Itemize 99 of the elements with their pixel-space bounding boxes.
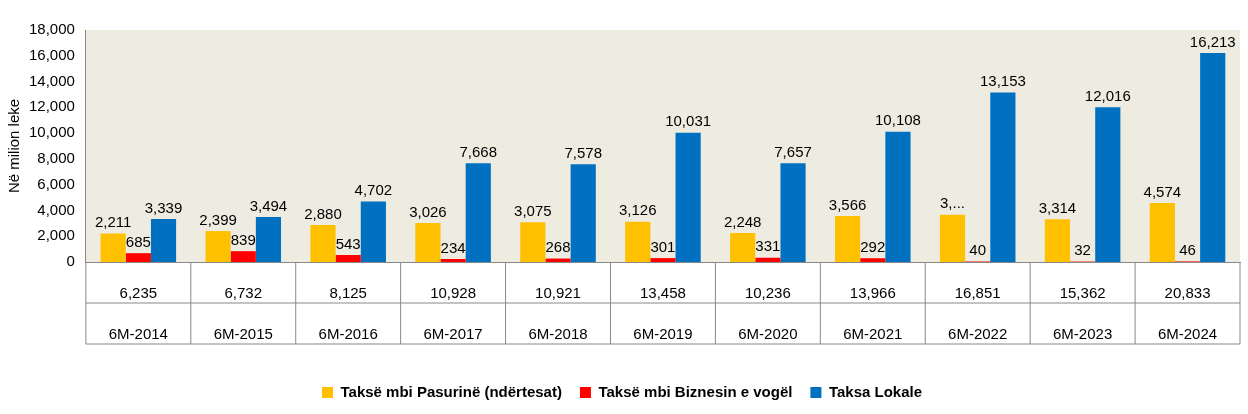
bar — [100, 233, 126, 262]
total-label: 13,458 — [639, 284, 686, 302]
bar — [730, 233, 756, 262]
x-tick-label: 6M-2018 — [528, 324, 588, 342]
data-label: 7,657 — [774, 142, 812, 160]
data-label: 3,075 — [514, 202, 552, 220]
data-label: 10,108 — [875, 111, 921, 129]
bar — [625, 221, 651, 262]
bar — [125, 253, 151, 262]
data-label: 301 — [650, 237, 676, 255]
bar — [545, 258, 571, 262]
bar — [835, 216, 861, 262]
y-tick-label: 10,000 — [28, 123, 75, 141]
data-label: 3,026 — [409, 202, 447, 220]
data-label: 543 — [335, 234, 361, 252]
data-label: 13,153 — [979, 72, 1026, 90]
x-tick-label: 6M-2014 — [108, 324, 168, 342]
data-label: 4,702 — [354, 181, 393, 199]
x-tick-label: 6M-2016 — [318, 324, 378, 342]
y-tick-label: 14,000 — [28, 71, 75, 89]
bar — [570, 164, 596, 262]
total-label: 6,235 — [119, 284, 158, 302]
data-label: 2,880 — [304, 204, 342, 222]
y-axis-title: Në milion leke — [5, 98, 23, 194]
bar — [990, 92, 1016, 262]
data-label: 685 — [125, 232, 151, 250]
bar — [675, 132, 701, 262]
y-tick-label: 12,000 — [28, 97, 75, 115]
data-label: 3,339 — [144, 198, 183, 216]
y-tick-label: 6,000 — [37, 174, 75, 192]
data-label: 7,578 — [564, 143, 602, 161]
data-label: 3,126 — [618, 201, 657, 219]
bar — [335, 255, 361, 262]
data-label: 3,314 — [1038, 198, 1077, 216]
data-label: 4,574 — [1143, 182, 1182, 200]
data-label: 16,213 — [1189, 32, 1236, 50]
bar — [1095, 107, 1121, 262]
bar — [860, 258, 886, 262]
bar — [650, 258, 676, 262]
y-tick-label: 18,000 — [28, 20, 75, 38]
x-tick-label: 6M-2022 — [948, 324, 1008, 342]
legend-label: Taksë mbi Pasurinë (ndërtesat) — [340, 382, 562, 400]
bar — [230, 251, 256, 262]
data-label: 3,566 — [828, 195, 867, 213]
data-label: 234 — [440, 238, 466, 256]
total-label: 15,362 — [1059, 284, 1106, 302]
data-label: 3,... — [940, 194, 966, 212]
bar — [520, 222, 546, 262]
data-label: 2,211 — [94, 213, 132, 231]
data-label: 2,248 — [723, 212, 762, 230]
total-label: 10,921 — [535, 284, 581, 302]
total-label: 13,966 — [849, 284, 896, 302]
data-label: 32 — [1074, 241, 1091, 259]
total-label: 8,125 — [329, 284, 367, 302]
bar — [780, 163, 806, 262]
total-label: 10,928 — [430, 284, 477, 302]
data-label: 2,399 — [199, 210, 237, 228]
bar — [255, 216, 282, 262]
data-label: 7,668 — [459, 142, 498, 160]
y-tick-label: 8,000 — [37, 149, 75, 167]
bar — [465, 163, 491, 262]
legend-label: Taksë mbi Biznesin e vogël — [598, 382, 793, 400]
x-tick-label: 6M-2024 — [1157, 324, 1218, 342]
total-label: 16,851 — [954, 284, 1001, 302]
data-label: 46 — [1179, 241, 1196, 259]
y-tick-label: 0 — [66, 252, 75, 270]
bar — [939, 214, 966, 262]
y-tick-label: 2,000 — [37, 226, 75, 244]
data-label: 268 — [545, 238, 571, 256]
bar — [360, 201, 386, 262]
data-label: 12,016 — [1084, 86, 1131, 104]
y-tick-label: 4,000 — [37, 200, 75, 218]
x-tick-label: 6M-2017 — [423, 324, 483, 342]
bar — [1200, 53, 1226, 262]
bar — [415, 223, 441, 262]
data-label: 40 — [969, 241, 987, 259]
bar — [1149, 203, 1175, 262]
bar — [1044, 219, 1071, 262]
x-tick-label: 6M-2020 — [738, 324, 798, 342]
data-label: 839 — [230, 230, 256, 248]
bar — [755, 257, 781, 262]
data-label: 10,031 — [665, 112, 712, 130]
total-label: 6,732 — [224, 284, 263, 302]
bar — [205, 231, 231, 262]
total-label: 10,236 — [744, 284, 791, 302]
x-tick-label: 6M-2021 — [843, 324, 903, 342]
bar — [310, 224, 336, 262]
y-tick-label: 16,000 — [28, 45, 75, 63]
x-tick-label: 6M-2019 — [633, 324, 693, 342]
bar — [440, 258, 466, 262]
data-label: 331 — [755, 237, 781, 255]
bar — [150, 218, 177, 262]
data-label: 3,494 — [249, 196, 288, 214]
x-tick-label: 6M-2015 — [213, 324, 273, 342]
data-label: 292 — [860, 237, 886, 255]
bar — [885, 131, 911, 262]
total-label: 20,833 — [1164, 284, 1211, 302]
x-tick-label: 6M-2023 — [1053, 324, 1113, 342]
legend-label: Taksa Lokale — [828, 382, 923, 400]
